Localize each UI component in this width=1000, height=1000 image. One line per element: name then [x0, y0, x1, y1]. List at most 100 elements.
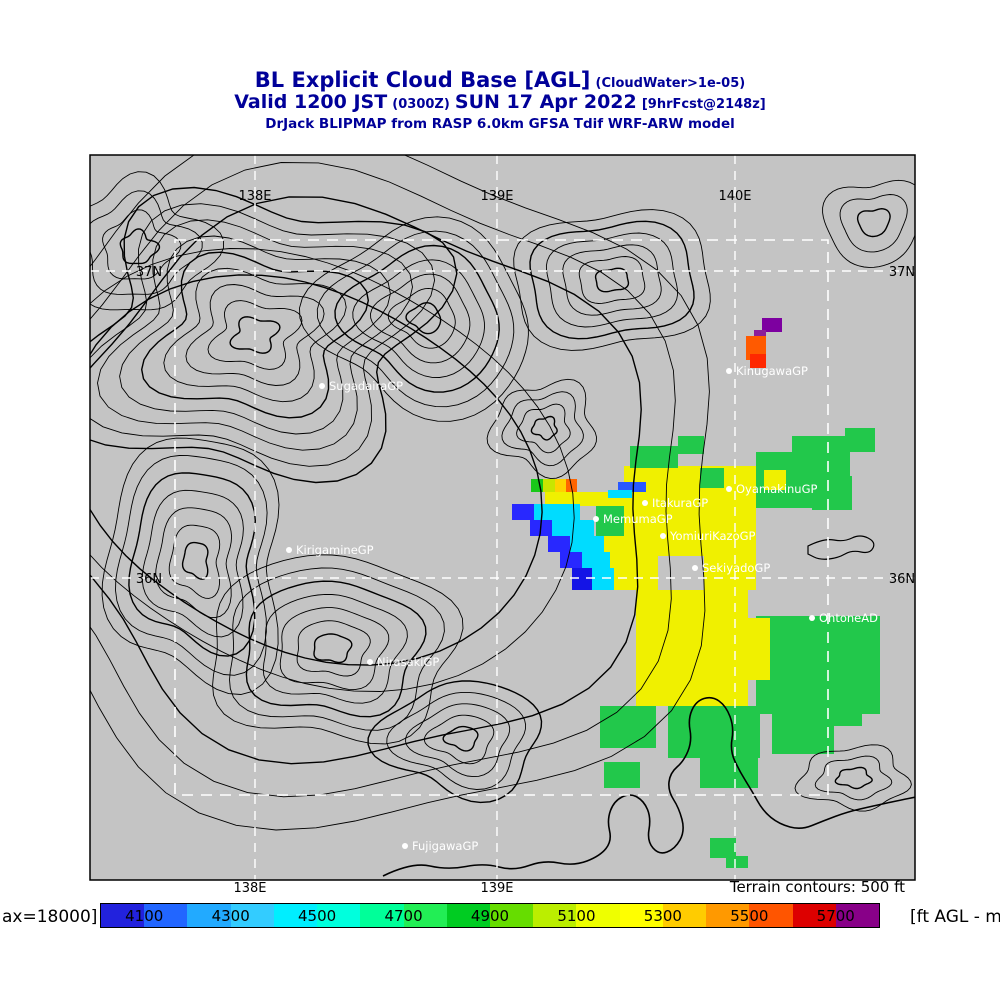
- site-label: SugadairaGP: [329, 379, 403, 393]
- terrain-contour: [296, 620, 371, 677]
- terrain-contour: [334, 244, 500, 393]
- header: BL Explicit Cloud Base [AGL] (CloudWater…: [0, 68, 1000, 133]
- terrain-contour: [386, 691, 527, 790]
- cloudbase-cell: [748, 618, 770, 680]
- site-label: YomiuriKazoGP: [669, 529, 756, 543]
- terrain-contour: [486, 378, 597, 480]
- terrain-contour: [119, 228, 161, 265]
- graticule: [90, 155, 915, 880]
- title-qualifier: (CloudWater>1e-05): [595, 76, 746, 91]
- terrain-contour: [834, 766, 873, 790]
- site-marker: [367, 659, 373, 665]
- terrain-contour: [155, 507, 233, 619]
- terrain-contour: [856, 207, 891, 238]
- colorbar-segment: [835, 904, 879, 927]
- site-label: NirasakiGP: [377, 655, 439, 669]
- cloudbase-cell: [710, 838, 736, 858]
- forecast-init: [9hrFcst@2148z]: [641, 97, 766, 113]
- terrain-contour: [97, 219, 413, 451]
- meridian-label: 140E: [718, 189, 751, 204]
- colorbar-segment: [446, 904, 490, 927]
- colorbar-tick-label: 4100: [125, 906, 164, 925]
- colorbar-segment: [230, 904, 274, 927]
- colorbar-segment: [749, 904, 793, 927]
- colorbar-tick-label: 4700: [384, 906, 423, 925]
- colorbar-segment: [533, 904, 577, 927]
- cloudbase-cell: [582, 552, 610, 568]
- cloudbase-cell: [600, 706, 656, 748]
- cloudbase-cell: [570, 536, 604, 552]
- cloudbase-cell: [604, 762, 640, 788]
- page-title: BL Explicit Cloud Base [AGL]: [254, 68, 591, 92]
- site-marker: [593, 516, 599, 522]
- cloudbase-cell: [772, 714, 834, 754]
- terrain-contour: [90, 171, 225, 311]
- coastline-group: [382, 535, 915, 877]
- terrain-contour: [262, 593, 408, 704]
- terrain-contour: [822, 179, 915, 268]
- site-marker: [726, 486, 732, 492]
- site-marker: [809, 615, 815, 621]
- terrain-contour: [141, 489, 244, 638]
- cloudbase-cell: [700, 758, 758, 788]
- colorbar-segment: [792, 904, 836, 927]
- terrain-contours-note: Terrain contours: 500 ft: [729, 878, 905, 896]
- valid-line: Valid 1200 JST (0300Z) SUN 17 Apr 2022 […: [0, 91, 1000, 114]
- terrain-contour: [229, 316, 281, 354]
- meridian-label-bottom: 139E: [480, 881, 513, 896]
- site-label: OhtoneAD: [819, 611, 878, 625]
- terrain-contour: [387, 287, 456, 349]
- cloudbase-cell: [608, 490, 632, 498]
- terrain-contour: [313, 633, 353, 664]
- meridian-label: 139E: [480, 189, 513, 204]
- cloudbase-cell: [572, 568, 592, 590]
- colorbar-segment: [317, 904, 361, 927]
- cloudbase-cell: [596, 506, 624, 536]
- colorbar: 4100 4300 4500 4700 4900 5100 5300 5500 5700: [100, 903, 880, 928]
- colorbar-segment: [360, 904, 404, 927]
- cloudbase-cell: [592, 568, 614, 590]
- site-marker: [286, 547, 292, 553]
- terrain-contour: [90, 155, 710, 831]
- cloudbase-cell: [764, 470, 786, 490]
- cloudbase-cell: [668, 706, 760, 758]
- terrain-contour: [163, 267, 347, 403]
- parallel-label-right: 36N: [889, 572, 915, 587]
- colorbar-tick-label: 4900: [470, 906, 510, 925]
- colorbar-segment: [662, 904, 707, 927]
- terrain-contour: [128, 472, 257, 657]
- terrain-contour: [185, 284, 325, 386]
- cloudbase-cell: [618, 482, 646, 492]
- cloudbase-cell: [636, 590, 748, 706]
- colorbar-segment: [144, 904, 188, 927]
- terrain-contour: [102, 209, 182, 280]
- model-info: DrJack BLIPMAP from RASP 6.0km GFSA Tdif…: [265, 115, 735, 132]
- terrain-contour: [594, 267, 630, 293]
- terrain-contour: [90, 162, 676, 798]
- colorbar-tick-label: 5500: [730, 906, 769, 925]
- cloudbase-cell: [543, 479, 555, 492]
- terrain-contour: [578, 256, 646, 304]
- terrain-contour: [90, 203, 436, 467]
- coastline: [382, 696, 915, 877]
- cloudbase-cell: [534, 504, 580, 520]
- terrain-contour: [839, 194, 908, 253]
- cloudbase-cell: [678, 436, 704, 454]
- colorbar-segment: [489, 904, 534, 927]
- colorbar-segment: [576, 904, 620, 927]
- cloudbase-cell: [630, 446, 678, 468]
- terrain-contour: [101, 437, 280, 695]
- terrain-contour: [405, 301, 442, 335]
- parallel-label-left: 36N: [136, 572, 162, 587]
- terrain-contour: [530, 415, 558, 441]
- cloudbase-cell: [845, 428, 875, 452]
- valid-date: SUN 17 Apr 2022: [454, 91, 637, 114]
- terrain-contour: [513, 209, 711, 351]
- site-marker: [319, 383, 325, 389]
- cloudbase-cell: [792, 436, 850, 476]
- colorbar-tick-label: 5100: [557, 906, 596, 925]
- terrain-contour: [529, 220, 695, 340]
- cloudbase-cell: [560, 552, 582, 568]
- site-marker: [692, 565, 698, 571]
